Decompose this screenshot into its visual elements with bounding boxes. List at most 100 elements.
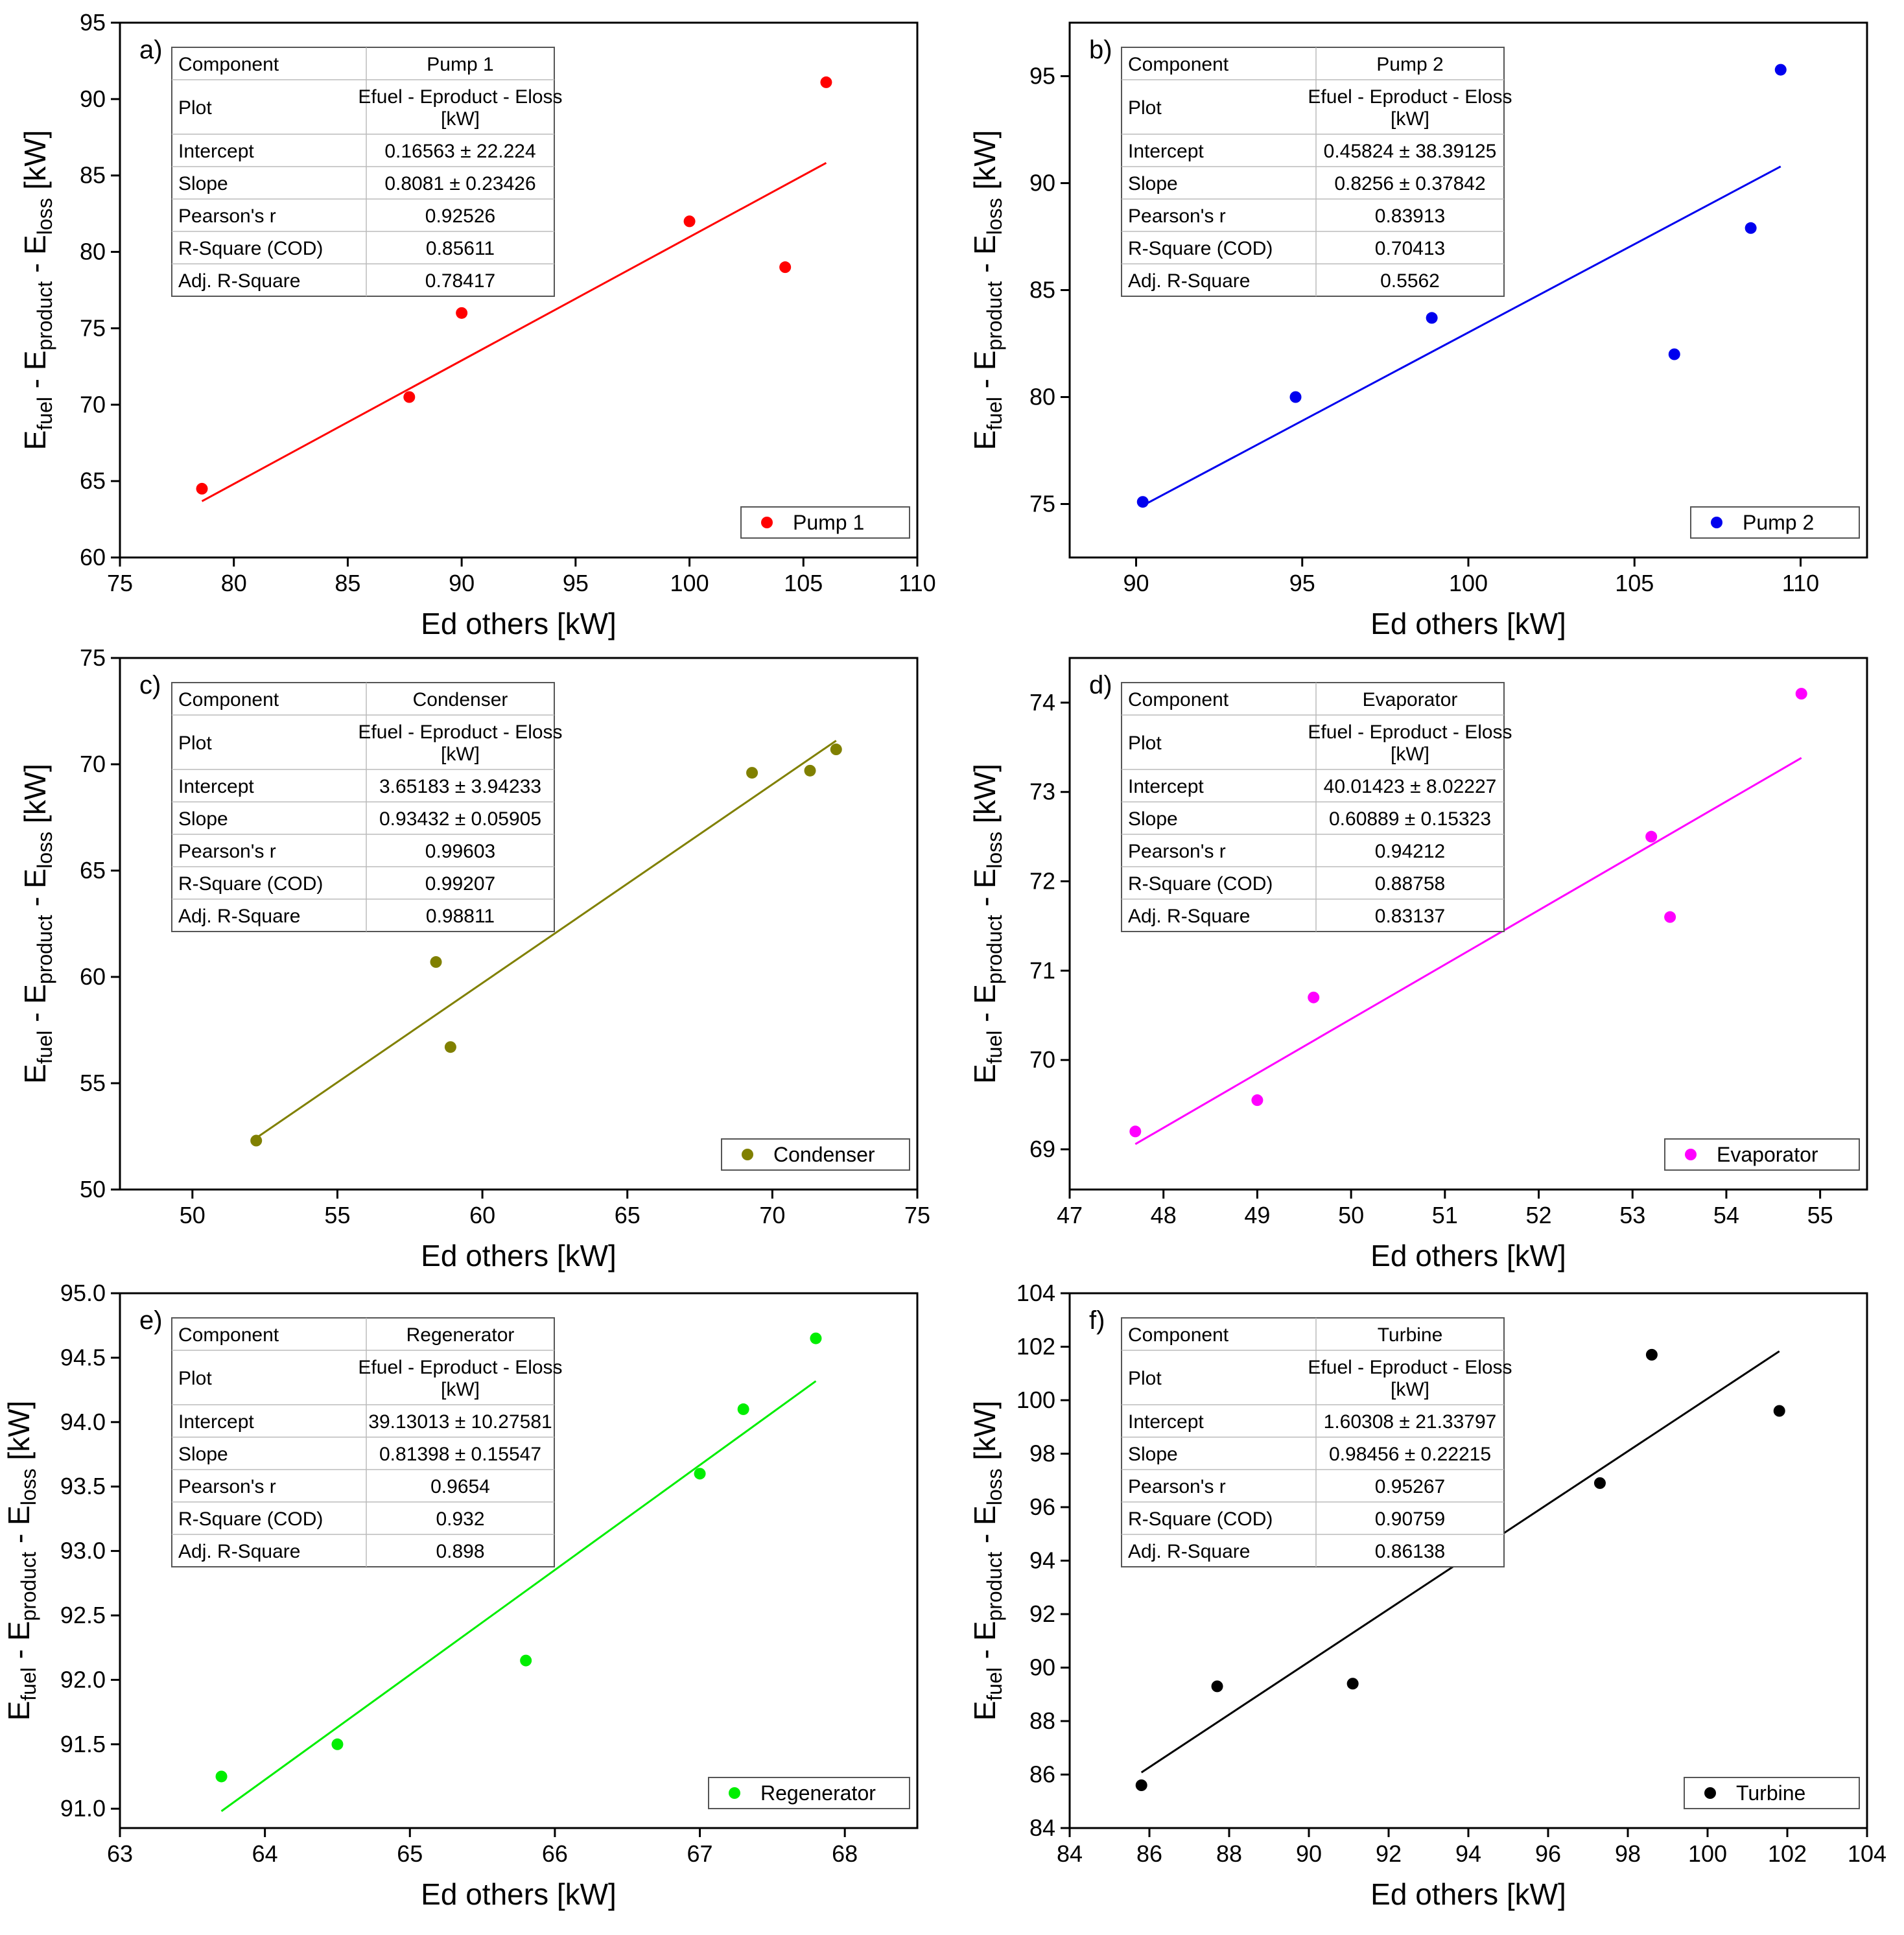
y-axis-title-subscript: fuel (17, 1667, 40, 1701)
legend-marker (1704, 1787, 1716, 1799)
y-axis-title: Efuel - Eproduct - Eloss [kW] (968, 1401, 1006, 1721)
y-tick-label: 93.5 (60, 1473, 106, 1499)
x-tick-label: 100 (1449, 570, 1488, 596)
stats-table: Component Evaporator Plot Efuel - Eproduct … (1121, 682, 1512, 932)
stats-value: 0.81398 ± 0.15547 (379, 1444, 541, 1465)
stats-label: Plot (178, 733, 212, 754)
x-tick-label: 50 (180, 1202, 206, 1228)
legend: Pump 2 (1690, 506, 1860, 539)
y-tick-label: 93.0 (60, 1538, 106, 1564)
stats-table-border (1121, 47, 1505, 297)
stats-label: Component (178, 54, 279, 75)
stats-value: 0.16563 ± 22.224 (384, 141, 535, 162)
panel-c: 50 55 60 65 70 75 50 55 60 65 70 75 Ed others [kW] Ef… (18, 644, 930, 1272)
y-axis-title: Efuel - Eproduct - Eloss [kW] (2, 1401, 40, 1721)
stats-value: Turbine (1378, 1324, 1443, 1346)
x-tick-label: 50 (1338, 1202, 1364, 1228)
data-point (1129, 1125, 1142, 1138)
x-tick-label: 63 (107, 1840, 133, 1867)
panel-label: d) (1089, 671, 1112, 699)
y-axis-title-part: - E (968, 1505, 1002, 1552)
y-axis-title-subscript: product (983, 281, 1006, 351)
fit-line (220, 1380, 817, 1812)
stats-value: [kW] (441, 1379, 480, 1400)
stats-label: R-Square (COD) (1128, 238, 1273, 259)
stats-value: Condenser (413, 689, 508, 710)
stats-value: 0.83137 (1375, 906, 1445, 927)
y-axis-title: Efuel - Eproduct - Eloss [kW] (18, 764, 56, 1084)
panel-label: b) (1089, 36, 1112, 64)
panel-label: e) (139, 1306, 163, 1335)
fit-line (201, 161, 827, 502)
stats-value: 0.98456 ± 0.22215 (1329, 1444, 1491, 1465)
stats-label: Intercept (1128, 1411, 1204, 1433)
y-tick-label: 72 (1029, 868, 1055, 895)
y-tick-label: 74 (1029, 689, 1055, 716)
x-tick-label: 105 (1615, 570, 1654, 596)
y-tick-label: 92.5 (60, 1602, 106, 1628)
stats-value: 0.94212 (1375, 841, 1445, 862)
stats-value: 0.99603 (425, 841, 495, 862)
y-tick-label: 90 (1029, 170, 1055, 196)
stats-label: Pearson's r (1128, 205, 1226, 227)
stats-label: Slope (178, 808, 228, 830)
stats-label: Component (178, 1324, 279, 1346)
x-tick-label: 54 (1713, 1202, 1739, 1228)
x-tick-label: 48 (1151, 1202, 1177, 1228)
y-tick-label: 104 (1017, 1280, 1055, 1306)
legend: Evaporator (1664, 1138, 1860, 1171)
stats-label: Component (178, 689, 279, 710)
y-axis-title-part: [kW] (18, 130, 52, 198)
data-point (430, 956, 442, 968)
y-axis-title-part: [kW] (2, 1401, 36, 1469)
stats-table-border (171, 682, 555, 932)
x-tick-label: 84 (1057, 1840, 1083, 1867)
stats-label: Adj. R-Square (178, 270, 300, 292)
stats-value: 40.01423 ± 8.02227 (1324, 776, 1497, 797)
stats-value: Efuel - Eproduct - Eloss (1308, 86, 1512, 108)
data-point (1593, 1477, 1606, 1489)
y-tick-label: 95 (1029, 63, 1055, 89)
y-tick-label: 102 (1017, 1333, 1055, 1360)
legend-marker (1685, 1149, 1697, 1160)
plot-frame (119, 1292, 919, 1829)
stats-value: 0.98811 (426, 906, 495, 927)
legend-label: Pump 1 (793, 511, 864, 534)
x-axis-title: Ed others [kW] (1370, 1239, 1566, 1272)
x-tick-label: 49 (1244, 1202, 1270, 1228)
y-axis-title-subscript: fuel (983, 1031, 1006, 1064)
y-axis-title-part: E (968, 1701, 1002, 1721)
y-tick-label: 73 (1029, 779, 1055, 805)
data-point (683, 215, 696, 228)
y-axis-title-part: E (968, 430, 1002, 451)
stats-value: 0.5562 (1380, 270, 1440, 292)
stats-value: 0.86138 (1375, 1541, 1445, 1562)
data-point (215, 1770, 228, 1783)
stats-label: R-Square (COD) (1128, 873, 1273, 895)
stats-table-border (171, 47, 555, 297)
data-point (1773, 1405, 1785, 1417)
legend: Condenser (721, 1138, 910, 1171)
stats-value: 3.65183 ± 3.94233 (379, 776, 541, 797)
stats-value: 0.85611 (426, 238, 495, 259)
y-axis-title-subscript: fuel (33, 397, 56, 430)
data-point (1346, 1678, 1359, 1690)
y-tick-label: 69 (1029, 1136, 1055, 1162)
y-tick-label: 100 (1017, 1387, 1055, 1413)
x-tick-label: 60 (469, 1202, 495, 1228)
stats-value: Evaporator (1363, 689, 1458, 710)
plot-frame (119, 21, 919, 559)
stats-table: Component Regenerator Plot Efuel - Eproduct… (171, 1317, 563, 1567)
data-point (804, 764, 816, 777)
stats-label: Adj. R-Square (178, 906, 300, 927)
y-axis-title-part: E (2, 1701, 36, 1721)
stats-label: Plot (178, 97, 212, 119)
x-axis-title: Ed others [kW] (1370, 607, 1566, 640)
panel-label: f) (1089, 1306, 1105, 1335)
y-tick-label: 90 (1029, 1654, 1055, 1681)
y-tick-label: 71 (1029, 957, 1055, 983)
y-tick-label: 94.5 (60, 1344, 106, 1370)
data-point (1136, 496, 1149, 508)
stats-value: 39.13013 ± 10.27581 (368, 1411, 552, 1433)
